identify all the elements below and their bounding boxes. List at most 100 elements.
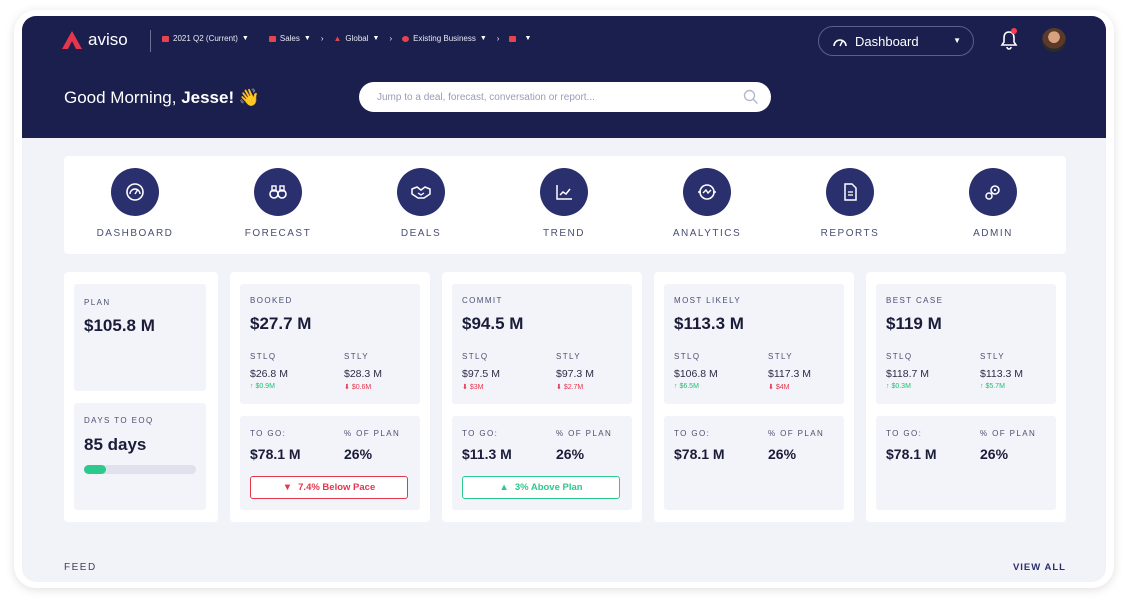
days-to-eoq-value: 85 days [84, 435, 147, 454]
nav-forecast[interactable]: FORECAST [218, 168, 338, 239]
filter-icon [509, 35, 517, 42]
pace-badge: ▼ 7.4% Below Pace [250, 476, 408, 499]
brand-logo[interactable]: aviso [62, 30, 128, 50]
chevron-right-icon: › [389, 34, 393, 43]
pace-badge: ▲ 3% Above Plan [462, 476, 620, 499]
avatar[interactable] [1042, 28, 1066, 52]
pace-arrow-icon: ▲ [499, 482, 509, 493]
metric-label: MOST LIKELY [674, 296, 742, 305]
top-header: aviso 2021 Q2 (Current) ▼ Sales ▼ › ▲ Gl… [22, 16, 1106, 138]
pace-arrow-icon: ▼ [282, 482, 293, 493]
breadcrumb-region[interactable]: ▲ Global ▼ [333, 34, 379, 43]
plan-box: PLAN $105.8 M [74, 284, 206, 391]
binoculars-icon [254, 168, 302, 216]
stlq-delta-value: $6.5M [679, 383, 699, 390]
nav-dashboard-label: DASHBOARD [96, 228, 174, 239]
pace-label: 7.4% Below Pace [298, 482, 376, 493]
greeting: Good Morning, Jesse! 👋 [64, 88, 260, 108]
pct-of-plan-label: % OF PLAN [980, 429, 1037, 438]
gauge-icon [833, 39, 847, 47]
breadcrumb-segment-label: Existing Business [413, 34, 476, 43]
metric-summary-box: MOST LIKELY $113.3 M STLQ $106.8 M ↑ $6.… [664, 284, 844, 404]
search-icon[interactable] [743, 89, 759, 105]
to-go-label: TO GO: [250, 429, 287, 438]
stly-delta-value: $0.6M [351, 384, 372, 391]
stlq-label: STLQ [886, 352, 913, 361]
chevron-down-icon: ▼ [303, 35, 311, 42]
metric-card-most-likely: MOST LIKELY $113.3 M STLQ $106.8 M ↑ $6.… [654, 272, 854, 522]
nav-forecast-label: FORECAST [244, 228, 312, 239]
gears-icon [969, 168, 1017, 216]
stly-label: STLY [768, 352, 794, 361]
search-input[interactable]: Jump to a deal, forecast, conversation o… [359, 82, 771, 112]
pct-of-plan-value: 26% [980, 446, 1009, 462]
nav-trend[interactable]: TREND [504, 168, 624, 239]
line-chart-icon [540, 168, 588, 216]
metric-label: BOOKED [250, 296, 293, 305]
breadcrumb-period[interactable]: 2021 Q2 (Current) ▼ [162, 34, 249, 43]
chevron-down-icon: ▼ [241, 35, 249, 42]
stlq-delta: ⬇ $3M [462, 383, 483, 391]
metric-togo-box: TO GO: $78.1 M % OF PLAN 26% ▼ 7.4% Below… [240, 416, 420, 510]
stlq-delta: ↑ $6.5M [674, 383, 699, 390]
metric-summary-box: BOOKED $27.7 M STLQ $26.8 M ↑ $0.9M STLY… [240, 284, 420, 404]
metric-value: $113.3 M [674, 314, 744, 333]
trend-arrow-icon: ⬇ [462, 384, 470, 391]
stlq-delta-value: $3M [469, 384, 484, 391]
metric-value: $27.7 M [250, 314, 312, 333]
nav-reports-label: REPORTS [820, 228, 880, 239]
metric-togo-box: TO GO: $11.3 M % OF PLAN 26% ▲ 3% Above P… [452, 416, 632, 510]
trend-arrow-icon: ⬇ [344, 384, 352, 391]
trend-arrow-icon: ⬇ [556, 384, 564, 391]
greeting-prefix: Good Morning, [64, 88, 177, 107]
aviso-logo-icon [62, 31, 82, 49]
view-all-link[interactable]: VIEW ALL [1012, 562, 1066, 573]
stlq-delta: ↑ $0.3M [886, 383, 911, 390]
trend-arrow-icon: ↑ [980, 383, 986, 390]
to-go-label: TO GO: [886, 429, 923, 438]
gauge-icon [111, 168, 159, 216]
view-selector[interactable]: Dashboard ▼ [818, 26, 974, 56]
plan-card: PLAN $105.8 M DAYS TO EOQ 85 days [64, 272, 218, 522]
chevron-down-icon: ▼ [372, 35, 380, 42]
header-divider [150, 30, 151, 52]
nav-reports[interactable]: REPORTS [790, 168, 910, 239]
team-icon [268, 35, 276, 42]
stly-delta: ⬇ $4M [768, 383, 789, 391]
breadcrumb-segment[interactable]: Existing Business ▼ [402, 34, 487, 43]
breadcrumb: 2021 Q2 (Current) ▼ Sales ▼ › ▲ Global ▼… [162, 34, 531, 43]
view-selector-label: Dashboard [855, 33, 919, 49]
segment-icon [402, 35, 410, 42]
stlq-delta-value: $0.3M [891, 383, 911, 390]
to-go-label: TO GO: [462, 429, 499, 438]
breadcrumb-team[interactable]: Sales ▼ [268, 34, 311, 43]
metric-summary-box: BEST CASE $119 M STLQ $118.7 M ↑ $0.3M S… [876, 284, 1056, 404]
stlq-value: $26.8 M [250, 368, 288, 380]
nav-dashboard[interactable]: DASHBOARD [75, 168, 195, 239]
stlq-value: $97.5 M [462, 368, 500, 380]
stly-delta: ⬇ $0.6M [344, 383, 371, 391]
stly-delta-value: $4M [775, 384, 790, 391]
stly-label: STLY [556, 352, 582, 361]
stlq-label: STLQ [250, 352, 277, 361]
metric-togo-box: TO GO: $78.1 M % OF PLAN 26% [876, 416, 1056, 510]
browser-frame: aviso 2021 Q2 (Current) ▼ Sales ▼ › ▲ Gl… [14, 10, 1114, 588]
region-icon: ▲ [333, 34, 342, 43]
nav-admin-label: ADMIN [973, 228, 1013, 239]
pct-of-plan-label: % OF PLAN [556, 429, 613, 438]
metric-value: $119 M [886, 314, 942, 333]
nav-deals[interactable]: DEALS [361, 168, 481, 239]
pace-label: 3% Above Plan [514, 482, 583, 493]
days-to-eoq-box: DAYS TO EOQ 85 days [74, 403, 206, 510]
module-nav: DASHBOARD FORECAST DEALS TREND ANALYTICS [64, 156, 1066, 254]
to-go-value: $11.3 M [462, 446, 512, 462]
nav-analytics[interactable]: ANALYTICS [647, 168, 767, 239]
feed-title: FEED [64, 562, 97, 573]
chevron-down-icon: ▼ [524, 35, 532, 42]
nav-analytics-label: ANALYTICS [672, 228, 742, 239]
chevron-down-icon: ▼ [479, 35, 487, 42]
breadcrumb-more[interactable]: ▼ [509, 35, 531, 42]
trend-arrow-icon: ↑ [886, 383, 892, 390]
nav-admin[interactable]: ADMIN [933, 168, 1053, 239]
stly-delta-value: $2.7M [563, 384, 584, 391]
